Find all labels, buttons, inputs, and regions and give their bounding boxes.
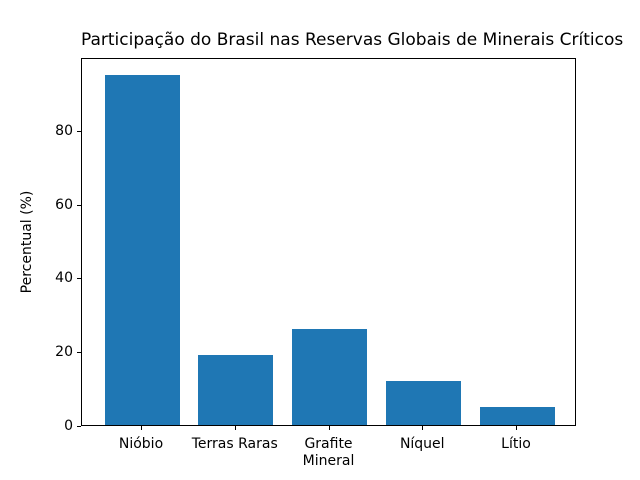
y-tick-mark: [77, 352, 81, 354]
x-tick-label: Terras Raras: [191, 436, 278, 452]
x-tick-mark: [328, 426, 330, 430]
bar-níquel: [385, 380, 461, 425]
bar-lítio: [479, 406, 555, 425]
x-tick-label: Grafite: [304, 436, 353, 452]
bar-grafite: [292, 329, 367, 425]
x-tick-label: Níquel: [399, 436, 445, 452]
x-axis-label: Mineral: [302, 453, 355, 469]
y-tick-label: 60: [55, 196, 73, 213]
x-tick-label: Lítio: [501, 436, 531, 452]
x-tick-mark: [234, 426, 236, 430]
y-tick-label: 80: [55, 122, 73, 139]
y-tick-mark: [77, 426, 81, 427]
x-tick-mark: [516, 426, 517, 430]
bar-terras-raras: [198, 354, 274, 425]
chart-title: Participação do Brasil nas Reservas Glob…: [81, 30, 624, 50]
y-tick-mark: [77, 278, 81, 280]
bar-nióbio: [104, 74, 180, 425]
y-tick-label: 40: [55, 270, 73, 287]
y-tick-label: 20: [55, 344, 73, 361]
y-tick-label: 0: [64, 418, 73, 434]
x-tick-label: Nióbio: [118, 436, 164, 452]
x-tick-mark: [141, 426, 142, 430]
y-tick-mark: [77, 204, 81, 206]
x-tick-mark: [422, 426, 424, 430]
y-tick-mark: [77, 130, 81, 132]
plot-area: [81, 58, 576, 426]
